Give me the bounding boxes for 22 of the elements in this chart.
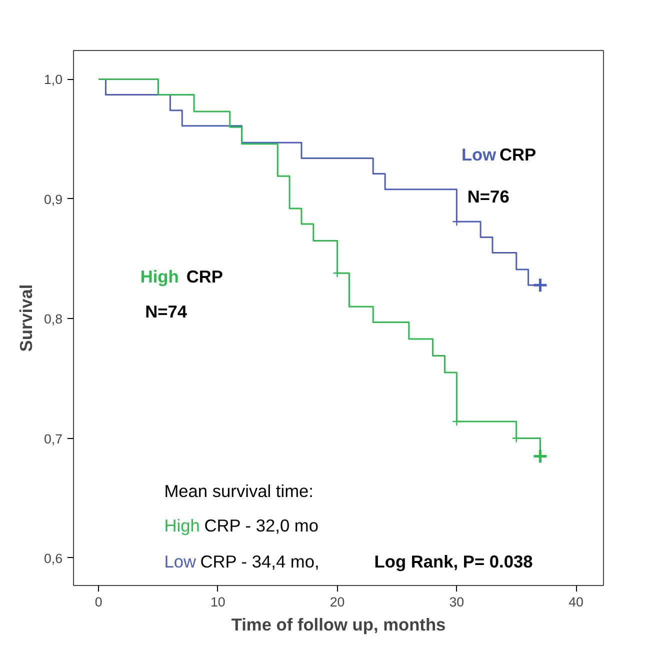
point xyxy=(452,416,462,426)
annotation: Mean survival time: xyxy=(164,480,314,501)
y-tick-label: 0,6 xyxy=(44,550,63,566)
x-tick-label: 10 xyxy=(210,594,226,610)
annotation: Low CRP - 34,4 mo, xyxy=(164,552,320,572)
y-tick-label: 0,9 xyxy=(44,192,63,207)
y-tick-label: 0,7 xyxy=(44,431,63,446)
x-axis-title: Time of follow up, months xyxy=(231,614,446,634)
x-tick-label: 0 xyxy=(94,594,102,610)
series-label: Low CRP xyxy=(461,144,536,165)
point xyxy=(332,268,342,278)
text: High CRP xyxy=(140,266,223,287)
x-tick-label: 40 xyxy=(568,594,584,610)
annotation: N=74 xyxy=(145,301,188,322)
y-tick-label: 1,0 xyxy=(44,72,63,88)
x-tick-label: 20 xyxy=(330,594,345,610)
annotation: High CRP - 32,0 mo xyxy=(164,516,319,536)
y-tick-label: 0,8 xyxy=(44,312,63,327)
annotation: Log Rank, P= 0.038 xyxy=(374,552,534,572)
x-tick-label: 30 xyxy=(449,594,464,610)
y-axis-title: Survival xyxy=(16,284,36,352)
annotation: N=76 xyxy=(467,186,510,207)
